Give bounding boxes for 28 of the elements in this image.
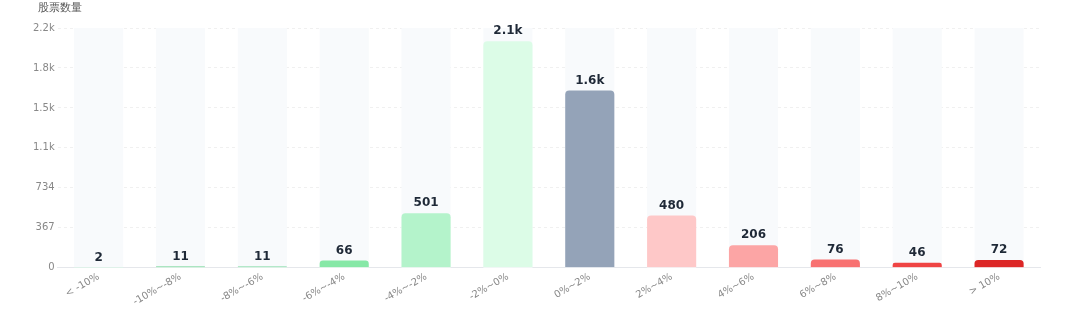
data-label: 206 — [740, 227, 767, 242]
data-label: 2.1k — [493, 23, 524, 38]
data-label: 11 — [172, 248, 189, 263]
x-tick-label: > 10% — [966, 270, 1002, 297]
y-tick-label: 1.1k — [32, 141, 55, 153]
y-tick-label: 367 — [35, 221, 55, 233]
data-label: 11 — [253, 248, 271, 263]
data-label: 480 — [659, 197, 685, 212]
bar — [810, 259, 860, 268]
data-label: 66 — [335, 242, 353, 257]
y-axis-title: 股票数量 — [38, 1, 82, 15]
data-label: 72 — [990, 242, 1008, 257]
data-label: 2 — [94, 249, 103, 264]
y-tick-label: 1.5k — [32, 101, 55, 113]
x-tick-label: < -10% — [63, 270, 101, 299]
bar — [728, 245, 779, 268]
bar — [401, 213, 451, 268]
bar — [974, 259, 1024, 268]
y-tick-label: 734 — [35, 181, 55, 193]
y-tick-label: 0 — [48, 261, 55, 273]
data-label: 1.6k — [575, 72, 606, 87]
data-label: 76 — [827, 241, 844, 256]
y-tick-label: 2.2k — [32, 21, 55, 33]
data-label: 501 — [413, 195, 439, 210]
bar — [319, 260, 369, 268]
bar — [647, 215, 697, 268]
data-label: 46 — [908, 244, 926, 259]
y-tick-label: 1.8k — [32, 61, 55, 73]
